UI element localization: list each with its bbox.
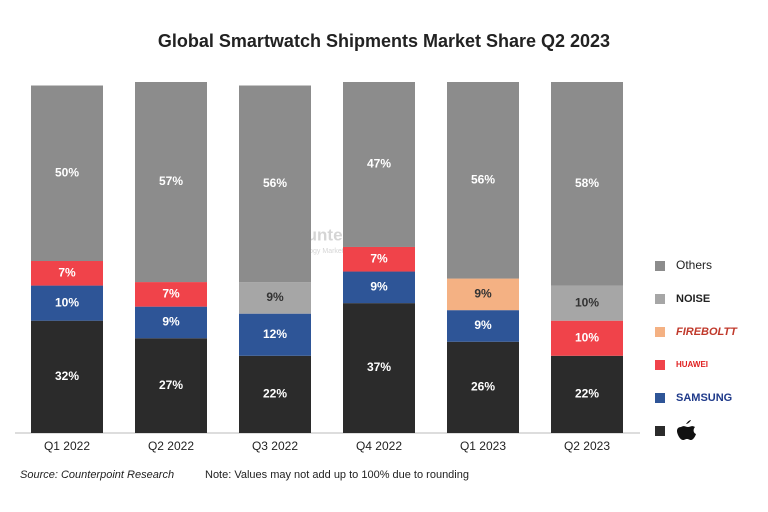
- bar-segment: [31, 320, 103, 433]
- value-label: 57%: [159, 174, 183, 188]
- value-label: 37%: [367, 360, 391, 374]
- bar-segment: [135, 306, 207, 339]
- legend-swatch: [655, 261, 665, 271]
- bar-segment: [135, 82, 207, 283]
- bar-segment: [239, 313, 311, 356]
- bar-segment: [31, 285, 103, 321]
- x-tick-label: Q3 2022: [252, 439, 298, 453]
- value-label: 27%: [159, 378, 183, 392]
- apple-logo: [677, 420, 696, 440]
- legend-swatch: [655, 360, 665, 370]
- x-tick-label: Q2 2023: [564, 439, 610, 453]
- watermark-subtitle: Technology Market Research: [285, 248, 376, 255]
- value-label: 26%: [471, 380, 495, 394]
- legend-swatch: [655, 393, 665, 403]
- bar-segment: [31, 261, 103, 286]
- source: Source: Counterpoint Research: [20, 469, 174, 481]
- bar-segment: [343, 303, 415, 433]
- legend-swatch: [655, 294, 665, 304]
- bar-segment: [447, 341, 519, 433]
- value-label: 12%: [263, 327, 287, 341]
- value-label: 9%: [474, 318, 492, 332]
- legend-label: HUAWEI: [676, 360, 708, 369]
- value-label: 22%: [263, 387, 287, 401]
- value-label: 7%: [162, 287, 180, 301]
- value-label: 7%: [58, 265, 76, 279]
- value-label: 10%: [575, 295, 599, 309]
- bar-segment: [343, 82, 415, 247]
- legend-label: NOISE: [676, 293, 710, 305]
- value-label: 50%: [55, 165, 79, 179]
- legend-swatch: [655, 327, 665, 337]
- value-label: 22%: [575, 387, 599, 401]
- bar-segment: [551, 355, 623, 433]
- value-label: 56%: [263, 176, 287, 190]
- chart-title: Global Smartwatch Shipments Market Share…: [158, 31, 610, 51]
- value-label: 9%: [474, 287, 492, 301]
- legend-label: SAMSUNG: [676, 392, 732, 404]
- bar-segment: [239, 355, 311, 433]
- bar-segment: [31, 85, 103, 262]
- value-label: 10%: [55, 295, 79, 309]
- value-label: 58%: [575, 176, 599, 190]
- value-label: 32%: [55, 369, 79, 383]
- bar-segment: [239, 85, 311, 283]
- value-label: 47%: [367, 157, 391, 171]
- value-label: 9%: [162, 315, 180, 329]
- value-label: 7%: [370, 251, 388, 265]
- bar-segment: [551, 285, 623, 321]
- note: Note: Values may not add up to 100% due …: [205, 469, 469, 481]
- bar-segment: [551, 320, 623, 356]
- x-tick-label: Q1 2022: [44, 439, 90, 453]
- value-label: 9%: [370, 280, 388, 294]
- legend-label: FIREBOLTT: [676, 326, 738, 338]
- x-tick-label: Q2 2022: [148, 439, 194, 453]
- x-tick-label: Q1 2023: [460, 439, 506, 453]
- bar-segment: [447, 278, 519, 311]
- bar-segment: [447, 82, 519, 279]
- bar-segment: [551, 82, 623, 286]
- bar-segment: [447, 310, 519, 342]
- bar-segment: [135, 338, 207, 433]
- bar-segment: [343, 271, 415, 304]
- bar-segment: [343, 246, 415, 272]
- value-label: 56%: [471, 172, 495, 186]
- bar-segment: [135, 282, 207, 307]
- legend-label: Others: [676, 258, 712, 272]
- x-tick-label: Q4 2022: [356, 439, 402, 453]
- value-label: 9%: [266, 290, 284, 304]
- legend-swatch: [655, 426, 665, 436]
- value-label: 10%: [575, 330, 599, 344]
- bar-segment: [239, 282, 311, 314]
